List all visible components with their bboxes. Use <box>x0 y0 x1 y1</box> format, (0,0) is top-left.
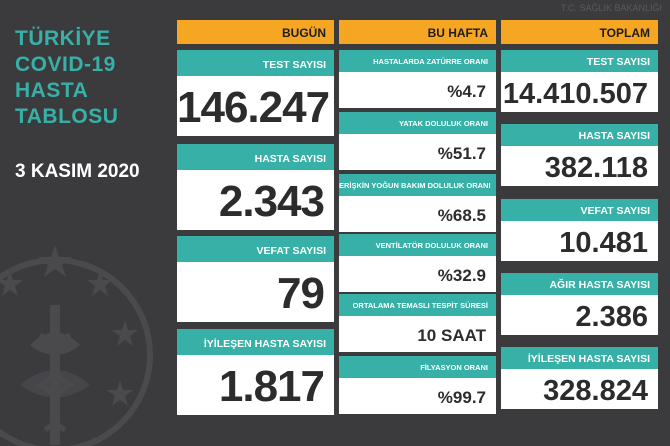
card-value: 10.481 <box>501 221 658 261</box>
card-value: 79 <box>177 262 334 322</box>
page-title: TÜRKİYE COVID-19 HASTA TABLOSU <box>15 26 118 130</box>
card-value: %4.7 <box>339 72 496 108</box>
card-label: HASTALARDA ZATÜRRE ORANI <box>339 50 496 72</box>
card-label: HASTA SAYISI <box>177 144 334 170</box>
today-header: BUGÜN <box>177 20 334 44</box>
card-label: VENTİLATÖR DOLULUK ORANI <box>339 234 496 256</box>
card-label: YATAK DOLULUK ORANI <box>339 112 496 134</box>
card-label: İYİLEŞEN HASTA SAYISI <box>177 329 334 355</box>
card-value: 2.386 <box>501 295 658 335</box>
card-label: AĞIR HASTA SAYISI <box>501 273 658 295</box>
today-deaths-card: VEFAT SAYISI 79 <box>177 236 334 322</box>
total-recovered-card: İYİLEŞEN HASTA SAYISI 328.824 <box>501 347 658 409</box>
ministry-emblem-icon <box>0 245 153 446</box>
ministry-logo-text: T.C. SAĞLIK BAKANLIĞI <box>560 3 662 13</box>
today-column: BUGÜN TEST SAYISI 146.247 HASTA SAYISI 2… <box>177 20 334 415</box>
today-cases-card: HASTA SAYISI 2.343 <box>177 144 334 230</box>
week-filiation-card: FİLYASYON ORANI %99.7 <box>339 356 496 414</box>
total-cases-card: HASTA SAYISI 382.118 <box>501 124 658 186</box>
card-value: %99.7 <box>339 378 496 414</box>
today-recovered-card: İYİLEŞEN HASTA SAYISI 1.817 <box>177 329 334 415</box>
card-label: VEFAT SAYISI <box>177 236 334 262</box>
card-value: 328.824 <box>501 369 658 409</box>
total-header: TOPLAM <box>501 20 658 44</box>
total-column: TOPLAM TEST SAYISI 14.410.507 HASTA SAYI… <box>501 20 658 409</box>
week-ventilator-card: VENTİLATÖR DOLULUK ORANI %32.9 <box>339 234 496 292</box>
card-value: 2.343 <box>177 170 334 230</box>
week-pneumonia-card: HASTALARDA ZATÜRRE ORANI %4.7 <box>339 50 496 108</box>
title-line: HASTA <box>15 79 89 102</box>
card-label: ERİŞKİN YOĞUN BAKIM DOLULUK ORANI <box>339 174 496 196</box>
week-header: BU HAFTA <box>339 20 496 44</box>
card-label: FİLYASYON ORANI <box>339 356 496 378</box>
report-date: 3 KASIM 2020 <box>15 161 140 182</box>
card-value: %32.9 <box>339 256 496 292</box>
week-contact-time-card: ORTALAMA TEMASLI TESPİT SÜRESİ 10 SAAT <box>339 294 496 352</box>
week-column: BU HAFTA HASTALARDA ZATÜRRE ORANI %4.7 Y… <box>339 20 496 414</box>
card-label: ORTALAMA TEMASLI TESPİT SÜRESİ <box>339 294 496 316</box>
title-line: COVID-19 <box>15 53 116 76</box>
title-line: TABLOSU <box>15 105 119 128</box>
week-bed-occupancy-card: YATAK DOLULUK ORANI %51.7 <box>339 112 496 170</box>
card-value: 14.410.507 <box>501 72 658 112</box>
card-label: İYİLEŞEN HASTA SAYISI <box>501 347 658 369</box>
card-value: 1.817 <box>177 355 334 415</box>
card-value: 382.118 <box>501 146 658 186</box>
total-deaths-card: VEFAT SAYISI 10.481 <box>501 199 658 261</box>
card-value: 146.247 <box>177 76 334 136</box>
today-test-card: TEST SAYISI 146.247 <box>177 50 334 136</box>
card-value: %51.7 <box>339 134 496 170</box>
total-critical-card: AĞIR HASTA SAYISI 2.386 <box>501 273 658 335</box>
card-label: VEFAT SAYISI <box>501 199 658 221</box>
card-value: 10 SAAT <box>339 316 496 352</box>
card-label: TEST SAYISI <box>177 50 334 76</box>
card-label: TEST SAYISI <box>501 50 658 72</box>
card-value: %68.5 <box>339 196 496 232</box>
total-test-card: TEST SAYISI 14.410.507 <box>501 50 658 112</box>
card-label: HASTA SAYISI <box>501 124 658 146</box>
title-line: TÜRKİYE <box>15 27 111 50</box>
week-icu-occupancy-card: ERİŞKİN YOĞUN BAKIM DOLULUK ORANI %68.5 <box>339 174 496 232</box>
